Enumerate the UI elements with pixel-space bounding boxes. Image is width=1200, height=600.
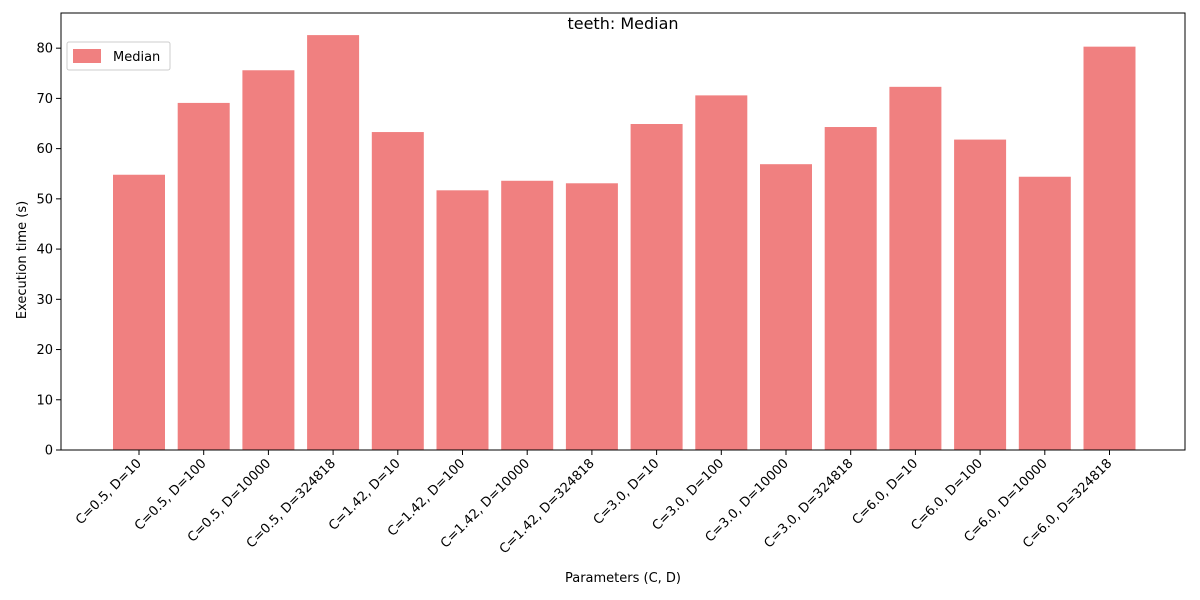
bar-11: [824, 127, 877, 450]
y-tick-label-8: 80: [36, 42, 53, 57]
bar-0: [113, 174, 165, 450]
y-tick-label-3: 30: [36, 293, 53, 308]
y-tick-label-1: 10: [36, 393, 53, 408]
bar-3: [307, 35, 360, 451]
bar-14: [1018, 176, 1071, 450]
bar-2: [242, 70, 295, 450]
x-tick-label-0: C=0.5, D=10: [73, 456, 145, 528]
y-axis-label: Execution time (s): [15, 201, 30, 319]
bar-15: [1083, 46, 1136, 450]
y-tick-label-2: 20: [36, 343, 53, 358]
chart-title: teeth: Median: [567, 14, 678, 33]
bar-7: [565, 183, 618, 451]
bar-10: [760, 164, 812, 450]
x-tick-label-12: C=6.0, D=10: [850, 456, 922, 528]
bar-12: [889, 86, 942, 451]
y-tick-label-5: 50: [36, 192, 53, 207]
bar-5: [436, 190, 489, 450]
axes-frame: [60, 12, 1186, 451]
bar-6: [501, 180, 554, 450]
bar-9: [695, 95, 748, 450]
legend-label-median: Median: [113, 50, 160, 65]
y-tick-label-4: 40: [36, 243, 53, 258]
y-tick-label-6: 60: [36, 142, 53, 157]
y-tick-label-7: 70: [36, 92, 53, 107]
legend-swatch-median: [73, 49, 101, 63]
legend: Median: [66, 41, 171, 71]
y-tick-label-0: 0: [45, 444, 53, 459]
bar-13: [954, 139, 1007, 450]
bar-1: [177, 102, 230, 450]
x-tick-label-8: C=3.0, D=10: [591, 456, 663, 528]
x-axis-label: Parameters (C, D): [565, 571, 681, 586]
bar-8: [630, 124, 683, 450]
bar-4: [371, 132, 424, 450]
